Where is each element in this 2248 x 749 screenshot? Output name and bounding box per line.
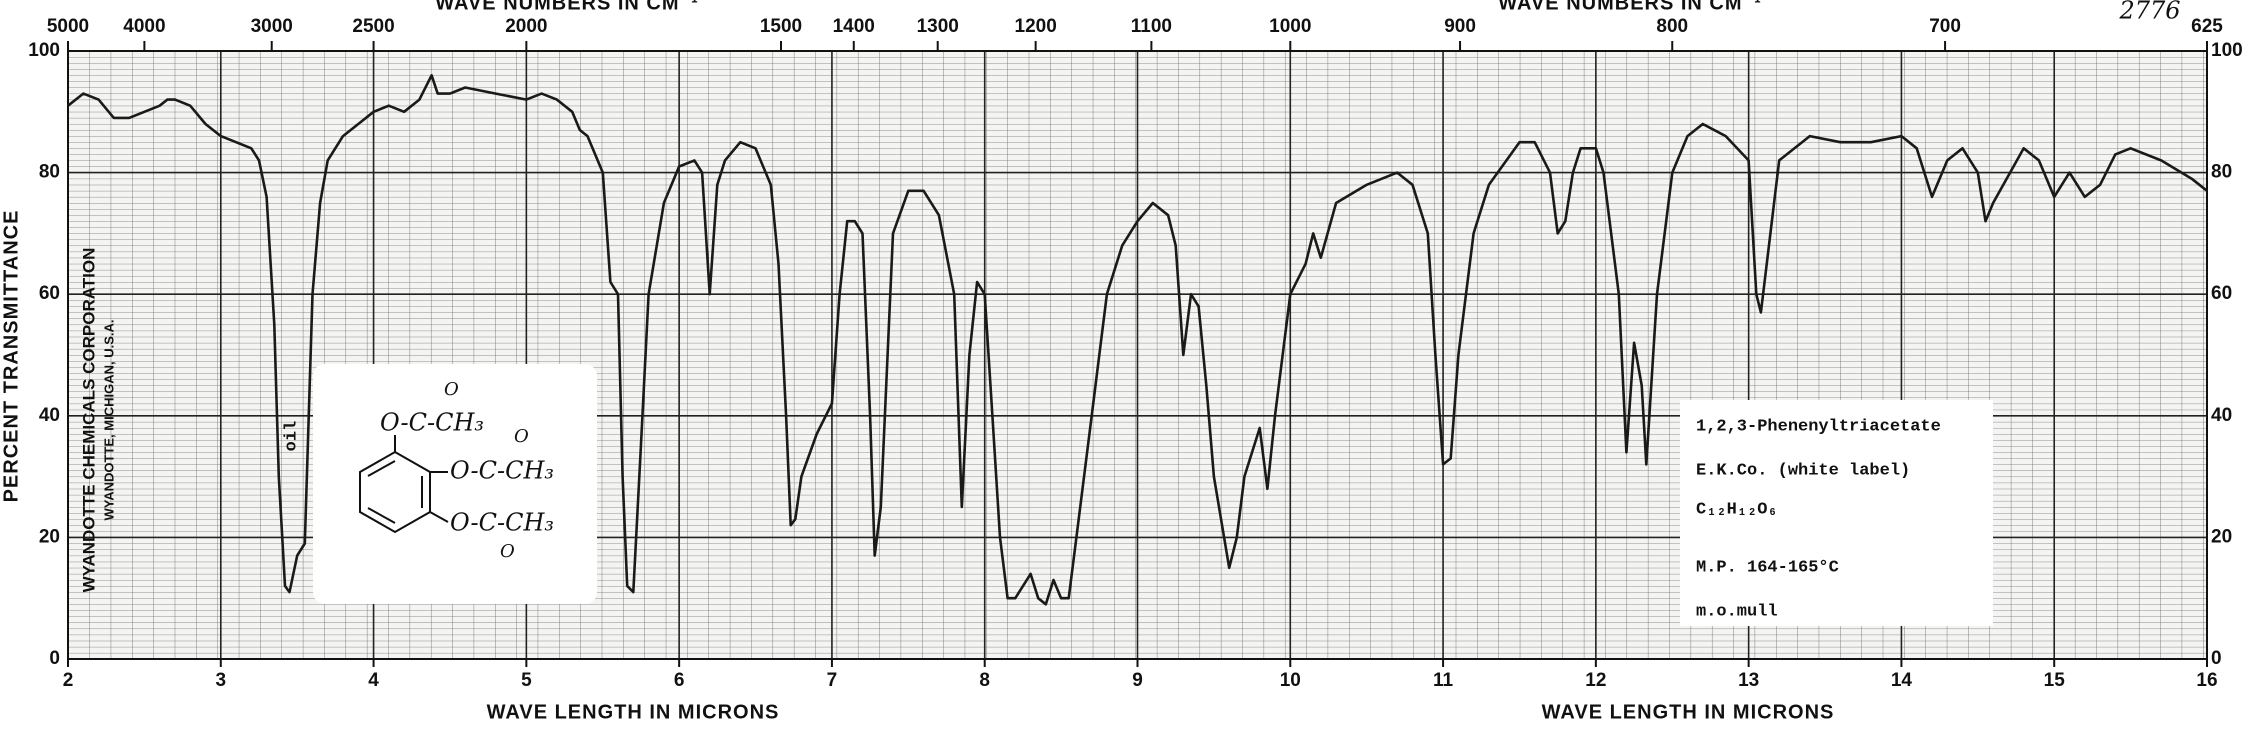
structure-group: O-C-CH₃ bbox=[450, 457, 554, 485]
structure-group: O-C-CH₃ bbox=[450, 509, 554, 537]
x-tick-label: 15 bbox=[2044, 670, 2066, 691]
x2-tick-label: 1200 bbox=[1015, 16, 1057, 37]
x-tick-label: 13 bbox=[1738, 670, 1759, 691]
x-tick-label: 12 bbox=[1585, 670, 1606, 691]
x2-axis-label: WAVE NUMBERS IN CM⁻¹ bbox=[1498, 0, 1762, 14]
x2-tick-label: 1400 bbox=[833, 16, 875, 37]
corner-note: 2776 bbox=[2118, 0, 2180, 25]
carbonyl-o: O bbox=[444, 379, 459, 400]
y-tick-label: 20 bbox=[2211, 526, 2232, 547]
spectrum-line bbox=[67, 74, 2208, 606]
x-tick-label: 3 bbox=[215, 670, 226, 691]
y-tick-label: 0 bbox=[2211, 648, 2222, 669]
x2-tick-label: 800 bbox=[1656, 16, 1688, 37]
x2-tick-label: 900 bbox=[1444, 16, 1476, 37]
x-tick-label: 14 bbox=[1891, 670, 1913, 691]
x2-tick-label: 1000 bbox=[1269, 16, 1311, 37]
sample-phase: m.o.mull bbox=[1696, 602, 1778, 621]
sample-mp: M.P. 164-165°C bbox=[1696, 558, 1839, 577]
x2-tick-label: 4000 bbox=[123, 16, 165, 37]
x2-tick-label: 2500 bbox=[352, 16, 394, 37]
x-tick-label: 5 bbox=[521, 670, 532, 691]
structure-group: O-C-CH₃ bbox=[380, 409, 484, 437]
y-tick-label: 80 bbox=[2211, 162, 2232, 183]
x2-tick-label: 2000 bbox=[505, 16, 547, 37]
x-axis-label: WAVE LENGTH IN MICRONS bbox=[487, 701, 780, 723]
x-tick-label: 11 bbox=[1433, 670, 1454, 691]
y-tick-label: 20 bbox=[39, 526, 60, 547]
y-tick-label: 100 bbox=[28, 40, 60, 61]
x2-tick-label: 1500 bbox=[760, 16, 802, 37]
x-tick-label: 6 bbox=[674, 670, 685, 691]
y-tick-label: 100 bbox=[2211, 40, 2243, 61]
x-tick-label: 4 bbox=[368, 670, 379, 691]
x2-tick-label: 1300 bbox=[917, 16, 959, 37]
x2-tick-label: 1100 bbox=[1131, 16, 1172, 37]
y-tick-label: 0 bbox=[49, 648, 60, 669]
publisher-place: WYANDOTTE, MICHIGAN, U.S.A. bbox=[101, 319, 116, 520]
annotation: oil bbox=[282, 421, 301, 452]
publisher: WYANDOTTE CHEMICALS CORPORATION bbox=[79, 248, 98, 593]
sample-name: 1,2,3-Phenenyltriacetate bbox=[1696, 417, 1941, 436]
structure-box bbox=[313, 364, 597, 604]
x-tick-label: 16 bbox=[2196, 670, 2217, 691]
carbonyl-o: O bbox=[500, 541, 515, 562]
x2-tick-label: 5000 bbox=[47, 16, 89, 37]
y-tick-label: 60 bbox=[39, 283, 60, 304]
y-tick-label: 40 bbox=[2211, 405, 2232, 426]
label-box bbox=[1680, 400, 1993, 626]
ring-bonds bbox=[367, 460, 423, 524]
carbonyl-o: O bbox=[514, 426, 529, 447]
x2-axis-label: WAVE NUMBERS IN CM⁻¹ bbox=[435, 0, 699, 14]
x2-tick-label: 625 bbox=[2191, 16, 2223, 37]
x-tick-label: 10 bbox=[1280, 670, 1301, 691]
x2-tick-label: 3000 bbox=[251, 16, 293, 37]
sample-formula: C₁₂H₁₂O₆ bbox=[1696, 500, 1778, 519]
y-tick-label: 80 bbox=[39, 162, 60, 183]
x-axis-label: WAVE LENGTH IN MICRONS bbox=[1542, 701, 1835, 723]
x-tick-label: 8 bbox=[979, 670, 990, 691]
substituent-bonds bbox=[394, 435, 449, 523]
x-tick-label: 7 bbox=[827, 670, 838, 691]
y-axis-label: PERCENT TRANSMITTANCE bbox=[0, 210, 22, 503]
y-tick-label: 40 bbox=[39, 405, 60, 426]
sample-source: E.K.Co. (white label) bbox=[1696, 461, 1910, 480]
x-tick-label: 2 bbox=[63, 670, 74, 691]
y-tick-label: 60 bbox=[2211, 283, 2232, 304]
x-tick-label: 9 bbox=[1132, 670, 1143, 691]
x2-tick-label: 700 bbox=[1929, 16, 1961, 37]
